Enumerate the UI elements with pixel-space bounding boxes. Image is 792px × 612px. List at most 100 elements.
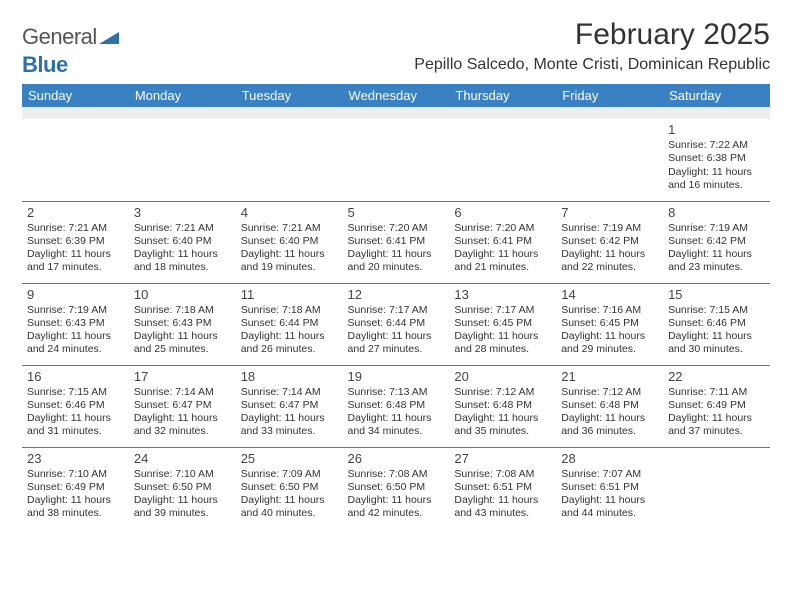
day-number: 12	[348, 287, 445, 303]
daylight: Daylight: 11 hours and 44 minutes.	[561, 494, 658, 520]
daylight: Daylight: 11 hours and 33 minutes.	[241, 412, 338, 438]
day-header: Wednesday	[343, 84, 450, 107]
day-cell: 14Sunrise: 7:16 AMSunset: 6:45 PMDayligh…	[556, 283, 663, 365]
day-cell: 25Sunrise: 7:09 AMSunset: 6:50 PMDayligh…	[236, 447, 343, 529]
day-cell: 11Sunrise: 7:18 AMSunset: 6:44 PMDayligh…	[236, 283, 343, 365]
sunset: Sunset: 6:49 PM	[27, 481, 124, 494]
day-number: 25	[241, 451, 338, 467]
sunset: Sunset: 6:41 PM	[348, 235, 445, 248]
sunrise: Sunrise: 7:21 AM	[27, 222, 124, 235]
day-number: 4	[241, 205, 338, 221]
day-cell: 28Sunrise: 7:07 AMSunset: 6:51 PMDayligh…	[556, 447, 663, 529]
week-row: 23Sunrise: 7:10 AMSunset: 6:49 PMDayligh…	[22, 447, 770, 529]
sunset: Sunset: 6:50 PM	[134, 481, 231, 494]
day-header: Thursday	[449, 84, 556, 107]
sunrise: Sunrise: 7:17 AM	[454, 304, 551, 317]
day-cell: 18Sunrise: 7:14 AMSunset: 6:47 PMDayligh…	[236, 365, 343, 447]
day-cell: 4Sunrise: 7:21 AMSunset: 6:40 PMDaylight…	[236, 201, 343, 283]
day-cell: 13Sunrise: 7:17 AMSunset: 6:45 PMDayligh…	[449, 283, 556, 365]
sunset: Sunset: 6:45 PM	[454, 317, 551, 330]
day-number: 27	[454, 451, 551, 467]
day-cell: 10Sunrise: 7:18 AMSunset: 6:43 PMDayligh…	[129, 283, 236, 365]
daylight: Daylight: 11 hours and 23 minutes.	[668, 248, 765, 274]
week-row: 16Sunrise: 7:15 AMSunset: 6:46 PMDayligh…	[22, 365, 770, 447]
sunset: Sunset: 6:48 PM	[561, 399, 658, 412]
daylight: Daylight: 11 hours and 29 minutes.	[561, 330, 658, 356]
sunset: Sunset: 6:51 PM	[561, 481, 658, 494]
sunrise: Sunrise: 7:10 AM	[27, 468, 124, 481]
day-number: 14	[561, 287, 658, 303]
sunrise: Sunrise: 7:20 AM	[348, 222, 445, 235]
sunrise: Sunrise: 7:12 AM	[561, 386, 658, 399]
empty-cell	[129, 119, 236, 201]
day-cell: 16Sunrise: 7:15 AMSunset: 6:46 PMDayligh…	[22, 365, 129, 447]
daylight: Daylight: 11 hours and 37 minutes.	[668, 412, 765, 438]
logo-sail-icon	[99, 26, 121, 52]
day-number: 9	[27, 287, 124, 303]
day-cell: 5Sunrise: 7:20 AMSunset: 6:41 PMDaylight…	[343, 201, 450, 283]
sunrise: Sunrise: 7:15 AM	[668, 304, 765, 317]
sunset: Sunset: 6:38 PM	[668, 152, 765, 165]
sunrise: Sunrise: 7:08 AM	[454, 468, 551, 481]
daylight: Daylight: 11 hours and 26 minutes.	[241, 330, 338, 356]
sunset: Sunset: 6:49 PM	[668, 399, 765, 412]
day-cell: 26Sunrise: 7:08 AMSunset: 6:50 PMDayligh…	[343, 447, 450, 529]
day-cell: 1Sunrise: 7:22 AMSunset: 6:38 PMDaylight…	[663, 119, 770, 201]
week-row: 1Sunrise: 7:22 AMSunset: 6:38 PMDaylight…	[22, 119, 770, 201]
day-cell: 17Sunrise: 7:14 AMSunset: 6:47 PMDayligh…	[129, 365, 236, 447]
daylight: Daylight: 11 hours and 31 minutes.	[27, 412, 124, 438]
sunrise: Sunrise: 7:15 AM	[27, 386, 124, 399]
day-number: 21	[561, 369, 658, 385]
sunrise: Sunrise: 7:21 AM	[241, 222, 338, 235]
sunset: Sunset: 6:46 PM	[27, 399, 124, 412]
week-row: 9Sunrise: 7:19 AMSunset: 6:43 PM Daylight…	[22, 283, 770, 365]
daylight: Daylight: 11 hours and 43 minutes.	[454, 494, 551, 520]
daylight: Daylight: 11 hours and 25 minutes.	[134, 330, 231, 356]
day-cell: 21Sunrise: 7:12 AMSunset: 6:48 PMDayligh…	[556, 365, 663, 447]
day-cell: 23Sunrise: 7:10 AMSunset: 6:49 PMDayligh…	[22, 447, 129, 529]
empty-cell	[663, 447, 770, 529]
day-number: 24	[134, 451, 231, 467]
sunset: Sunset: 6:47 PM	[134, 399, 231, 412]
day-cell: 24Sunrise: 7:10 AMSunset: 6:50 PMDayligh…	[129, 447, 236, 529]
sunset: Sunset: 6:51 PM	[454, 481, 551, 494]
sunrise: Sunrise: 7:19 AM	[27, 304, 124, 317]
daylight: Daylight: 11 hours and 28 minutes.	[454, 330, 551, 356]
day-number: 18	[241, 369, 338, 385]
daylight: Daylight: 11 hours and 19 minutes.	[241, 248, 338, 274]
sunset: Sunset: 6:46 PM	[668, 317, 765, 330]
empty-cell	[22, 119, 129, 201]
day-cell: 9Sunrise: 7:19 AMSunset: 6:43 PMDaylight…	[22, 283, 129, 365]
sunset: Sunset: 6:41 PM	[454, 235, 551, 248]
logo: General Blue	[22, 24, 121, 78]
day-number: 11	[241, 287, 338, 303]
calendar-table: SundayMondayTuesdayWednesdayThursdayFrid…	[22, 84, 770, 529]
daylight: Daylight: 11 hours and 40 minutes.	[241, 494, 338, 520]
sunset: Sunset: 6:40 PM	[241, 235, 338, 248]
day-number: 20	[454, 369, 551, 385]
sunset: Sunset: 6:43 PM	[27, 317, 124, 330]
sunrise: Sunrise: 7:16 AM	[561, 304, 658, 317]
day-number: 23	[27, 451, 124, 467]
daylight: Daylight: 11 hours and 39 minutes.	[134, 494, 231, 520]
empty-cell	[449, 119, 556, 201]
sunrise: Sunrise: 7:09 AM	[241, 468, 338, 481]
sunrise: Sunrise: 7:11 AM	[668, 386, 765, 399]
sunrise: Sunrise: 7:10 AM	[134, 468, 231, 481]
day-number: 26	[348, 451, 445, 467]
daylight: Daylight: 11 hours and 32 minutes.	[134, 412, 231, 438]
sunset: Sunset: 6:48 PM	[348, 399, 445, 412]
sunset: Sunset: 6:50 PM	[241, 481, 338, 494]
sunset: Sunset: 6:47 PM	[241, 399, 338, 412]
day-number: 7	[561, 205, 658, 221]
sunrise: Sunrise: 7:14 AM	[241, 386, 338, 399]
day-cell: 8Sunrise: 7:19 AMSunset: 6:42 PMDaylight…	[663, 201, 770, 283]
daylight: Daylight: 11 hours and 21 minutes.	[454, 248, 551, 274]
day-number: 13	[454, 287, 551, 303]
sunrise: Sunrise: 7:07 AM	[561, 468, 658, 481]
sunset: Sunset: 6:44 PM	[348, 317, 445, 330]
day-number: 28	[561, 451, 658, 467]
day-cell: 15Sunrise: 7:15 AMSunset: 6:46 PMDayligh…	[663, 283, 770, 365]
sunset: Sunset: 6:48 PM	[454, 399, 551, 412]
day-number: 16	[27, 369, 124, 385]
